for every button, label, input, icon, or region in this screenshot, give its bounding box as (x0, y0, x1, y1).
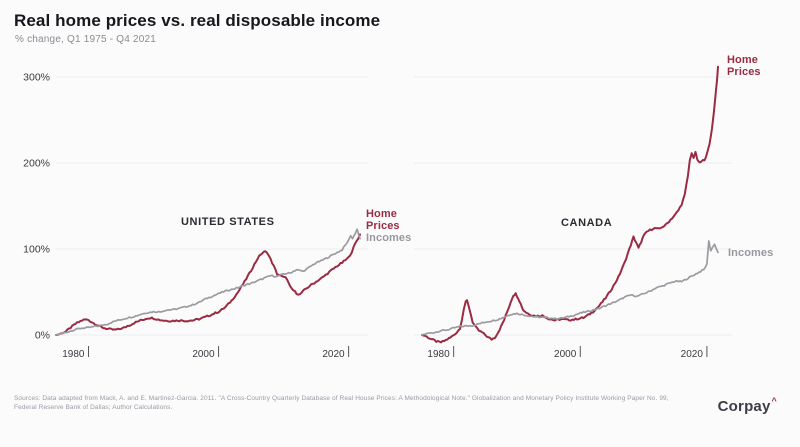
ytick-label-100: 100% (23, 244, 50, 256)
corpay-logo: Corpay^ (717, 396, 777, 415)
source-note-line1: Sources: Data adapted from Mack, A. and … (14, 395, 669, 402)
canada-xtick-label-1980: 1980 (427, 349, 450, 360)
page-title: Real home prices vs. real disposable inc… (14, 11, 381, 30)
panel-title-united-states: UNITED STATES (181, 216, 275, 228)
us-xtick-label-2020: 2020 (322, 349, 345, 360)
canada-xtick-label-2000: 2000 (554, 349, 577, 360)
source-note-line2: Federal Reserve Bank of Dallas; Author C… (14, 403, 173, 411)
corpay-logo-caret-icon: ^ (771, 396, 777, 406)
page-subtitle: % change, Q1 1975 - Q4 2021 (15, 34, 157, 45)
canada-incomes-label: Incomes (728, 247, 774, 259)
canada-xtick-label-2020: 2020 (681, 349, 704, 360)
ytick-label-300: 300% (23, 72, 50, 84)
canada-incomes-line (421, 240, 719, 336)
us-home-prices-label: Home Prices (366, 208, 400, 232)
corpay-logo-text: Corpay (717, 398, 771, 415)
ytick-label-0: 0% (35, 330, 50, 342)
us-xtick-label-1980: 1980 (62, 349, 85, 360)
panel-title-canada: CANADA (561, 217, 613, 229)
us-incomes-label: Incomes (366, 232, 412, 244)
source-note: Sources: Data adapted from Mack, A. and … (14, 395, 669, 413)
ytick-label-200: 200% (23, 158, 50, 170)
canada-home-prices-label: Home Prices (727, 54, 761, 78)
us-incomes-line (55, 228, 361, 336)
us-home-prices-line (55, 233, 361, 336)
us-xtick-label-2000: 2000 (192, 349, 215, 360)
canada-home-prices-line (421, 65, 719, 344)
